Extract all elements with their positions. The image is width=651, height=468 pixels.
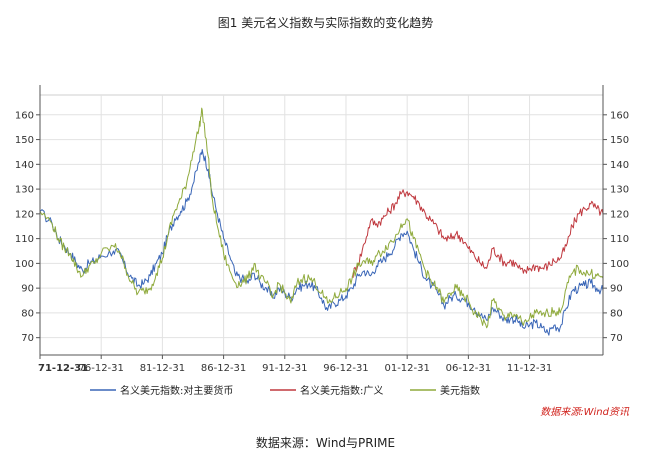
series-line	[39, 107, 604, 329]
series-layer	[39, 107, 604, 336]
y-tick-label-left: 160	[15, 110, 34, 121]
y-tick-label-right: 130	[610, 185, 629, 196]
x-tick-label: 81-12-31	[140, 363, 185, 374]
y-tick-label-left: 150	[15, 135, 34, 146]
y-tick-label-right: 140	[610, 160, 629, 171]
y-tick-label-right: 110	[610, 234, 629, 245]
axis-layer: 70 70 80 80 90 90 100 100 110 110 120 120 130 130 140 1…	[15, 85, 629, 374]
legend-label: 名义美元指数:对主要货币	[120, 384, 233, 397]
y-tick-label-right: 90	[610, 284, 623, 295]
y-tick-label-right: 120	[610, 209, 629, 220]
y-tick-label-right: 70	[610, 333, 623, 344]
y-tick-label-left: 110	[15, 234, 34, 245]
y-tick-label-left: 120	[15, 209, 34, 220]
x-tick-label: 01-12-31	[384, 363, 429, 374]
chart-title: 图1 美元名义指数与实际指数的变化趋势	[217, 16, 434, 30]
legend-label: 美元指数	[440, 384, 480, 397]
x-tick-label: 11-12-31	[507, 363, 552, 374]
y-tick-label-left: 90	[21, 284, 34, 295]
grid-layer	[39, 94, 604, 356]
y-tick-label-left: 70	[21, 333, 34, 344]
series-line	[39, 149, 604, 336]
source-note: 数据来源:Wind资讯	[540, 407, 629, 418]
y-tick-label-right: 150	[610, 135, 629, 146]
y-tick-label-right: 160	[610, 110, 629, 121]
x-tick-label: 71-12-31	[38, 363, 88, 374]
footer-note: 数据来源：Wind与PRIME	[255, 436, 396, 450]
y-tick-label-right: 80	[610, 308, 623, 319]
legend: 名义美元指数:对主要货币 名义美元指数:广义 美元指数	[90, 384, 480, 397]
x-tick-label: 96-12-31	[323, 363, 368, 374]
x-tick-label: 86-12-31	[201, 363, 246, 374]
y-tick-label-left: 140	[15, 160, 34, 171]
y-tick-label-right: 100	[610, 259, 629, 270]
plot-frame	[39, 94, 604, 356]
series-line	[351, 189, 604, 278]
x-tick-label: 76-12-31	[79, 363, 124, 374]
x-tick-label: 91-12-31	[262, 363, 307, 374]
legend-label: 名义美元指数:广义	[300, 384, 383, 397]
y-tick-label-left: 80	[21, 308, 34, 319]
x-tick-label: 06-12-31	[446, 363, 491, 374]
y-tick-label-left: 130	[15, 185, 34, 196]
y-tick-label-left: 100	[15, 259, 34, 270]
